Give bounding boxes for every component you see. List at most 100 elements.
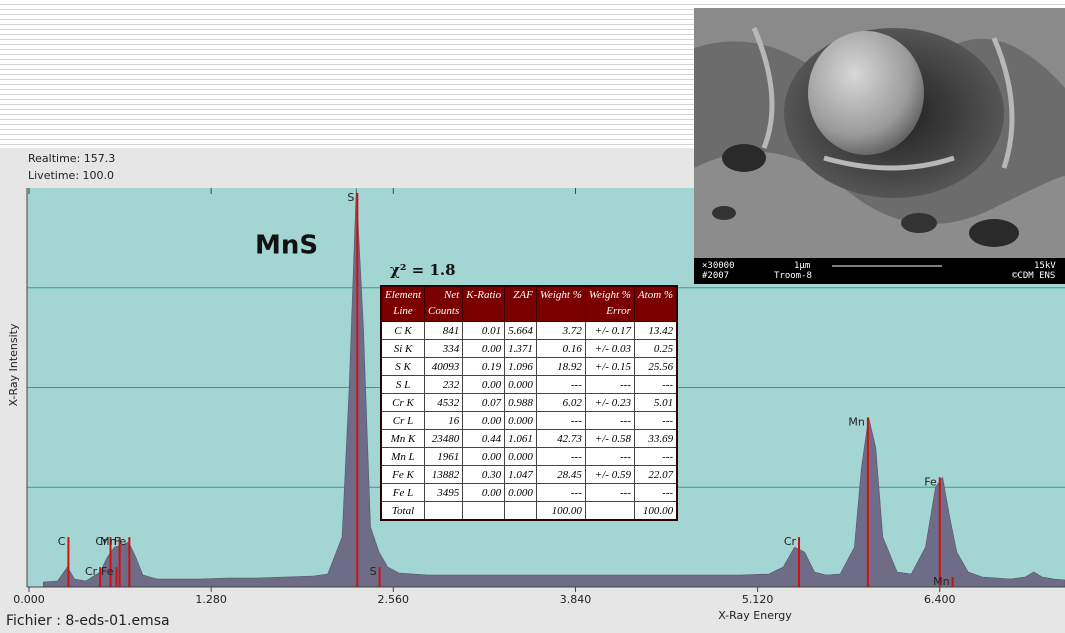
table-row: S L 232 0.00 0.000 --- --- --- — [380, 375, 678, 394]
element-label: Fe — [924, 475, 937, 488]
table-cell: 0.00 — [462, 411, 506, 430]
table-row: Fe L 3495 0.00 0.000 --- --- --- — [380, 483, 678, 502]
table-cell: Fe L — [380, 483, 426, 502]
header-text: Atom % — [637, 289, 674, 301]
table-cell: 1.061 — [504, 429, 537, 448]
table-cell — [424, 501, 464, 521]
chart-title: MnS — [255, 231, 318, 261]
table-row: Si K 334 0.00 1.371 0.16 +/- 0.03 0.25 — [380, 339, 678, 358]
table-cell: --- — [584, 447, 635, 466]
table-cell: 25.56 — [633, 357, 678, 376]
table-cell: 0.988 — [504, 393, 537, 412]
element-label: Cr — [784, 535, 797, 548]
table-cell: 16 — [424, 411, 464, 430]
table-cell: 33.69 — [633, 429, 678, 448]
header-text: ZAF — [513, 289, 533, 301]
header-text: Element — [385, 289, 422, 301]
y-axis-label: X-Ray Intensity — [7, 323, 20, 406]
table-cell: Mn L — [380, 447, 426, 466]
table-cell — [462, 501, 506, 521]
image-caption: Troom-8 — [774, 271, 812, 281]
table-row: C K 841 0.01 5.664 3.72 +/- 0.17 13.42 — [380, 321, 678, 340]
table-cell: 13.42 — [633, 321, 678, 340]
header-text: Line — [393, 305, 413, 317]
table-cell: C K — [380, 321, 426, 340]
x-tick-label: 6.400 — [924, 593, 956, 606]
header-text: Error — [606, 305, 631, 317]
header-cell: Weight % — [535, 285, 586, 322]
table-cell: 0.44 — [462, 429, 506, 448]
header-cell: Net Counts — [424, 285, 464, 322]
element-label: Cr — [85, 565, 98, 578]
table-cell: --- — [633, 483, 678, 502]
file-label: Fichier : 8-eds-01.emsa — [6, 613, 170, 629]
table-cell: 0.00 — [462, 447, 506, 466]
table-cell: 841 — [424, 321, 464, 340]
table-row: Mn L 1961 0.00 0.000 --- --- --- — [380, 447, 678, 466]
table-cell: 1.096 — [504, 357, 537, 376]
table-cell: 334 — [424, 339, 464, 358]
table-cell: 5.01 — [633, 393, 678, 412]
x-tick-label: 3.840 — [560, 593, 592, 606]
element-label: S — [370, 565, 377, 578]
table-cell: 42.73 — [535, 429, 586, 448]
element-label: Fe — [114, 535, 127, 548]
table-cell: 6.02 — [535, 393, 586, 412]
table-cell — [584, 501, 635, 521]
table-cell: +/- 0.17 — [584, 321, 635, 340]
table-cell: 18.92 — [535, 357, 586, 376]
image-caption: ×30000 — [702, 261, 735, 271]
table-cell: 0.01 — [462, 321, 506, 340]
table-cell: Mn K — [380, 429, 426, 448]
table-cell: 0.000 — [504, 483, 537, 502]
x-tick-label: 2.560 — [378, 593, 410, 606]
table-row: Fe K 13882 0.30 1.047 28.45 +/- 0.59 22.07 — [380, 465, 678, 484]
table-cell: --- — [535, 375, 586, 394]
table-row: Cr L 16 0.00 0.000 --- --- --- — [380, 411, 678, 430]
table-cell: --- — [584, 483, 635, 502]
table-cell: 28.45 — [535, 465, 586, 484]
table-cell: Fe K — [380, 465, 426, 484]
element-label: Mn — [848, 415, 864, 428]
spectrum — [42, 187, 1065, 588]
sem-image: ×30000 #2007 1μm Troom-8 15kV ©CDM ENS — [694, 8, 1065, 284]
table-cell: 3.72 — [535, 321, 586, 340]
table-cell: 0.00 — [462, 375, 506, 394]
table-cell: --- — [535, 483, 586, 502]
table-cell: --- — [584, 411, 635, 430]
table-cell: 22.07 — [633, 465, 678, 484]
fit-label: χ² = 1.8 — [390, 261, 456, 279]
table-cell — [504, 501, 537, 521]
table-cell: --- — [633, 447, 678, 466]
image-caption: #2007 — [702, 271, 729, 281]
table-cell: 4532 — [424, 393, 464, 412]
header-cell: Weight % Error — [584, 285, 635, 322]
table-cell: Si K — [380, 339, 426, 358]
header-text: Net — [443, 289, 460, 301]
table-cell: 0.00 — [462, 339, 506, 358]
table-row: Mn K 23480 0.44 1.061 42.73 +/- 0.58 33.69 — [380, 429, 678, 448]
livetime: Livetime: 100.0 — [28, 169, 114, 182]
table-cell: +/- 0.15 — [584, 357, 635, 376]
table-cell: 0.25 — [633, 339, 678, 358]
table-cell: Cr L — [380, 411, 426, 430]
table-row: Total 100.00 100.00 — [380, 501, 678, 521]
element-label: Mn — [933, 575, 949, 588]
header-text: Counts — [428, 305, 460, 317]
table-cell: 0.30 — [462, 465, 506, 484]
table-row: Cr K 4532 0.07 0.988 6.02 +/- 0.23 5.01 — [380, 393, 678, 412]
table-cell: 1.047 — [504, 465, 537, 484]
table-cell: --- — [633, 375, 678, 394]
table-cell: 232 — [424, 375, 464, 394]
x-tick-label: 0.000 — [13, 593, 45, 606]
table-cell: S K — [380, 357, 426, 376]
table-cell: Total — [380, 501, 426, 521]
table-cell: 0.000 — [504, 447, 537, 466]
results-table: Element Line Net Counts K-Ratio ZAF Weight % We… — [380, 285, 679, 521]
header-cell: ZAF — [504, 285, 537, 322]
table-cell: --- — [535, 447, 586, 466]
x-tick-label: 5.120 — [742, 593, 774, 606]
table-row: S K 40093 0.19 1.096 18.92 +/- 0.15 25.56 — [380, 357, 678, 376]
header-text: K-Ratio — [466, 289, 502, 301]
